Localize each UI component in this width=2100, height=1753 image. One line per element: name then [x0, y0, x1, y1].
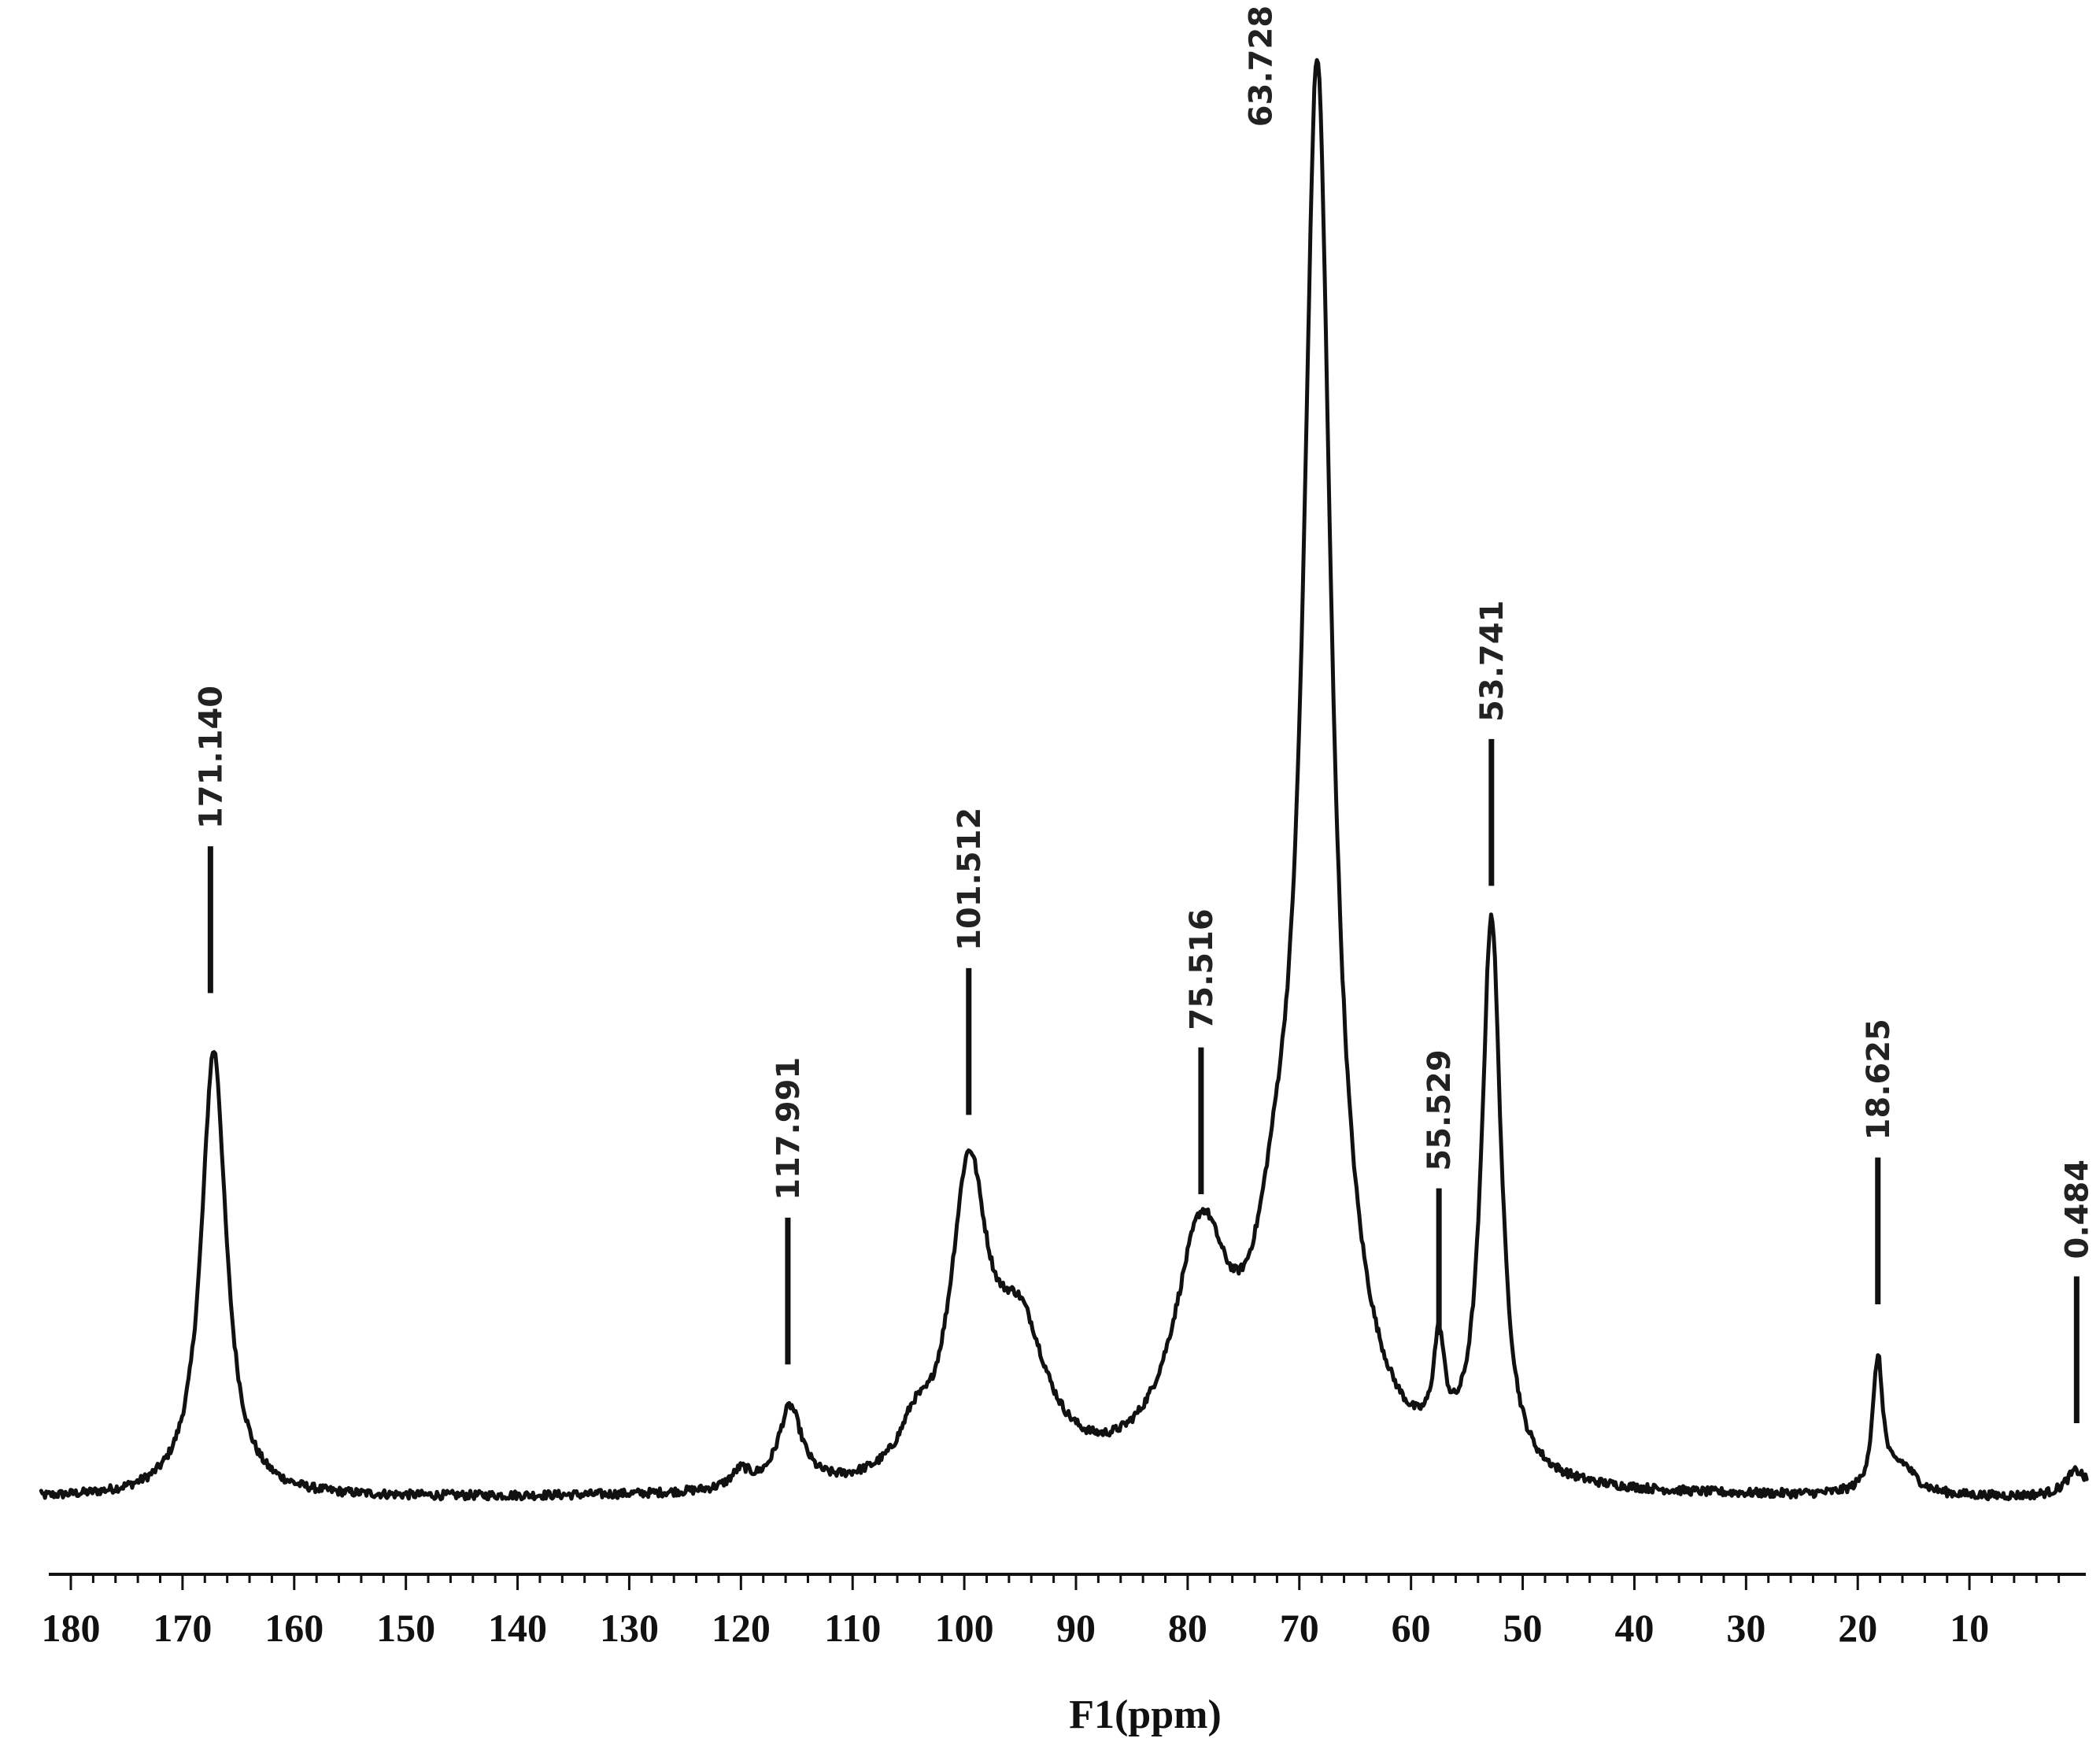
x-tick-label: 130	[600, 1606, 659, 1650]
x-tick-label: 70	[1280, 1606, 1319, 1650]
x-tick-label: 180	[42, 1606, 101, 1650]
spectrum-line	[39, 57, 2089, 1502]
x-tick-label: 40	[1614, 1606, 1654, 1650]
plot-area: 171.140 117.991 101.512 75.516 63.728 55.529 5…	[39, 6, 2095, 1502]
x-tick-label: 80	[1168, 1606, 1207, 1650]
peak-label: 101.512	[952, 808, 988, 951]
x-tick-label: 20	[1838, 1606, 1877, 1650]
peak-label: 55.529	[1422, 1049, 1458, 1171]
x-tick-label: 140	[488, 1606, 547, 1650]
peak-label: 171.140	[193, 686, 229, 829]
x-tick-label: 10	[1950, 1606, 1989, 1650]
x-axis-title: F1(ppm)	[1069, 1692, 1222, 1737]
x-tick-label: 170	[153, 1606, 212, 1650]
x-tick-label: 50	[1503, 1606, 1543, 1650]
x-tick-label: 160	[264, 1606, 324, 1650]
peak-label: 0.484	[2059, 1159, 2095, 1259]
peak-label: 53.741	[1474, 601, 1510, 722]
peak-label: 75.516	[1184, 908, 1220, 1030]
x-axis-ticks: 180 170 160 150 140 130 120 110 100 90 80 70 60 50 40 3…	[42, 1574, 2061, 1650]
x-tick-label: 150	[376, 1606, 435, 1650]
x-axis: 180 170 160 150 140 130 120 110 100 90 80 70 60 50 40 3…	[42, 1573, 2086, 1737]
x-tick-label: 120	[712, 1606, 771, 1650]
x-tick-label: 110	[824, 1606, 881, 1650]
x-tick-label: 60	[1392, 1606, 1431, 1650]
peak-labels: 171.140 117.991 101.512 75.516 63.728 55.529 5…	[193, 6, 2095, 1424]
x-tick-label: 30	[1726, 1606, 1765, 1650]
x-tick-label: 100	[935, 1606, 994, 1650]
x-tick-label: 90	[1056, 1606, 1096, 1650]
peak-label: 18.625	[1861, 1019, 1897, 1140]
peak-label: 63.728	[1243, 6, 1279, 127]
peak-label: 117.991	[771, 1057, 807, 1200]
